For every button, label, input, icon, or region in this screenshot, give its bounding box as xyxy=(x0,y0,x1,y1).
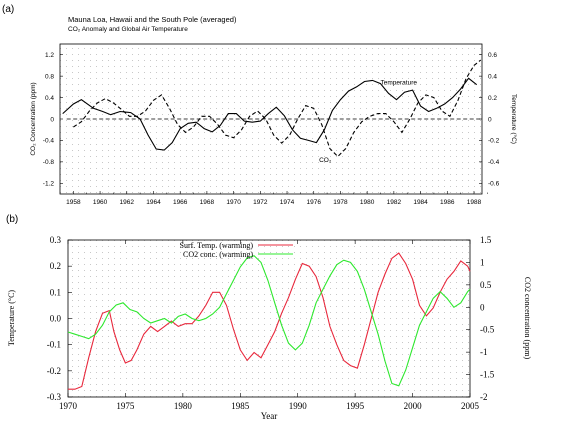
panel-b-background xyxy=(68,240,470,397)
panel-b-x-tick-label: 1980 xyxy=(174,401,193,411)
panel-a-temperature-line xyxy=(62,77,478,151)
panel-b-left-tick-label: 0.3 xyxy=(50,235,62,245)
panel-b-left-tick-label: -0.1 xyxy=(47,340,61,350)
panel-a-x-tick-label: 1978 xyxy=(333,199,348,206)
panel-a-x-tick-label: 1962 xyxy=(120,199,135,206)
panel-a-right-tick-label: -0.6 xyxy=(488,181,500,188)
panel-a-x-tick-label: 1970 xyxy=(226,199,241,206)
panel-a-x-ticks: 1958 1960 1962 1964 1966 1968 1970 1972 1974 1976… xyxy=(66,191,488,206)
panel-a-left-tick-label: -0.8 xyxy=(43,159,55,166)
panel-a-right-tick-label: 0.2 xyxy=(488,95,497,102)
panel-b-right-tick-label: 0 xyxy=(480,302,485,312)
panel-b-right-tick-label: 1.5 xyxy=(480,235,492,245)
panel-b-legend: Surf. Temp. (warming)CO2 conc. (warming) xyxy=(180,241,293,259)
panel-b-x-tick-label: 1990 xyxy=(289,401,308,411)
panel-b-right-tick-label: -2 xyxy=(480,392,488,402)
panel-a-left-tick-label: 0.4 xyxy=(45,95,54,102)
panel-a-label: (a) xyxy=(2,4,14,15)
panel-a-left-axis-label: CO₂ Concentration (ppm) xyxy=(30,82,37,155)
panel-b-left-tick-label: -0.3 xyxy=(47,392,62,402)
panel-b-x-tick-label: 1995 xyxy=(346,401,365,411)
panel-a-right-tick-label: 0 xyxy=(488,116,492,123)
panel-a-x-tick-label: 1976 xyxy=(306,199,321,206)
panel-b-left-ticks: 0.3 0.2 0.1 0.0 -0.1 -0.2 -0.3 xyxy=(47,235,72,402)
panel-b-right-ticks: 1.5 1 0.5 0 -0.5 -1 -1.5 -2 xyxy=(466,235,495,402)
panel-a-co2-line xyxy=(73,59,482,158)
panel-a-left-tick-label: -1.2 xyxy=(43,181,55,188)
panel-a-x-tick-label: 1968 xyxy=(200,199,215,206)
panel-b-temperature-line xyxy=(68,252,471,390)
panel-b-x-tick-label: 1970 xyxy=(59,401,78,411)
panel-a-x-tick-label: 1974 xyxy=(280,199,295,206)
panel-b-right-tick-label: -1 xyxy=(480,347,488,357)
panel-a-left-tick-label: 0.8 xyxy=(45,73,54,80)
panel-a-right-tick-label: 0.4 xyxy=(488,73,497,80)
panel-a-right-ticks: 0.6 0.4 0.2 0 -0.2 -0.4 -0.6 xyxy=(479,52,500,188)
panel-a-annotation: CO₂ xyxy=(319,157,332,164)
panel-b-x-axis-label: Year xyxy=(261,411,278,421)
panel-b-right-tick-label: 0.5 xyxy=(480,280,492,290)
panel-b-x-ticks: 1970 1975 1980 1985 1990 1995 2000 2005 xyxy=(59,240,480,411)
panel-a-x-tick-label: 1982 xyxy=(387,199,402,206)
panel-b-x-tick-label: 2005 xyxy=(461,401,480,411)
panel-a-right-tick-label: -0.4 xyxy=(488,159,500,166)
panel-a-x-tick-label: 1966 xyxy=(173,199,188,206)
panel-a-title: Mauna Loa, Hawaii and the South Pole (av… xyxy=(68,15,237,24)
panel-b-right-tick-label: -1.5 xyxy=(480,370,495,380)
panel-a-x-tick-label: 1960 xyxy=(93,199,108,206)
panel-a-x-tick-label: 1988 xyxy=(467,199,482,206)
panel-b-legend-label: CO2 conc. (warming) xyxy=(183,250,253,259)
panel-a-subtitle: CO₂ Anomaly and Global Air Temperature xyxy=(68,26,188,33)
panel-a-annotations: Temperature CO₂ xyxy=(319,80,417,164)
panel-a-x-tick-label: 1984 xyxy=(413,199,428,206)
panel-a-x-tick-label: 1986 xyxy=(440,199,455,206)
panel-b-co2-line xyxy=(67,255,471,387)
panel-a-x-tick-label: 1972 xyxy=(253,199,268,206)
panel-b-right-axis-label: CO2 concentration (ppm) xyxy=(523,277,532,360)
panel-a: (a) Mauna Loa, Hawaii and the South Pole… xyxy=(2,4,518,206)
panel-b-x-tick-label: 2000 xyxy=(404,401,423,411)
panel-a-series xyxy=(62,59,482,158)
panel-a-left-tick-label: 1.2 xyxy=(45,52,54,59)
panel-a-left-tick-label: -0.4 xyxy=(43,138,55,145)
panel-b-right-tick-label: 1 xyxy=(480,257,485,267)
panel-a-left-tick-label: 0 xyxy=(50,116,54,123)
panel-a-x-tick-label: 1980 xyxy=(360,199,375,206)
panel-b-left-tick-label: -0.2 xyxy=(47,366,61,376)
panel-b-left-tick-label: 0.0 xyxy=(50,314,62,324)
panel-a-right-tick-label: 0.6 xyxy=(488,52,497,59)
panel-b-left-tick-label: 0.1 xyxy=(50,287,61,297)
panel-a-annotation: Temperature xyxy=(381,80,418,87)
panel-b-x-tick-label: 1975 xyxy=(116,401,135,411)
panel-a-x-tick-label: 1964 xyxy=(146,199,161,206)
panel-b-legend-label: Surf. Temp. (warming) xyxy=(180,241,254,250)
panel-b-series xyxy=(67,252,471,390)
panel-b-x-tick-label: 1985 xyxy=(231,401,250,411)
panel-a-right-axis-label: Temperature (°C) xyxy=(510,94,518,144)
panel-a-left-ticks: 1.2 0.8 0.4 0 -0.4 -0.8 -1.2 xyxy=(43,52,63,188)
panel-b-left-axis-label: Temperature (°C) xyxy=(7,290,16,347)
panel-b-left-tick-label: 0.2 xyxy=(50,261,61,271)
panel-b: (b) 1970 1975 1980 1985 1990 1995 2000 2005 0.3… xyxy=(6,214,532,421)
panel-a-x-tick-label: 1958 xyxy=(66,199,81,206)
panel-b-right-tick-label: -0.5 xyxy=(480,325,495,335)
panel-b-label: (b) xyxy=(6,214,18,225)
panel-a-right-tick-label: -0.2 xyxy=(488,138,500,145)
